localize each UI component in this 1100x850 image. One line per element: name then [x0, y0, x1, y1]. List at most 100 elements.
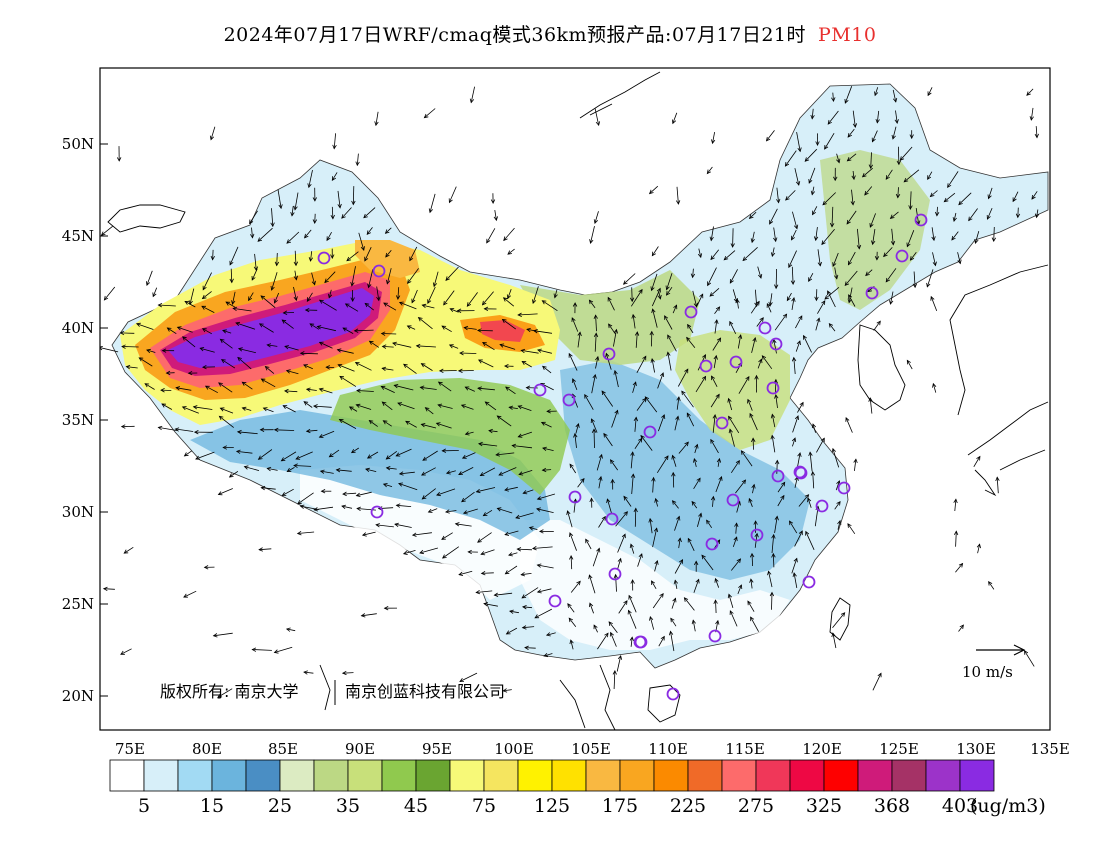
wind-arrowhead	[686, 412, 691, 418]
wind-arrowhead	[567, 603, 572, 608]
wind-arrow	[831, 206, 834, 227]
wind-arrow	[672, 472, 675, 488]
wind-arrow	[672, 112, 678, 124]
wind-arrow	[385, 249, 392, 258]
wind-arrowhead	[259, 427, 265, 432]
wind-arrowhead	[533, 329, 538, 334]
wind-arrow	[403, 363, 417, 374]
lat-tick-25: 25N	[62, 595, 94, 613]
wind-arrowhead	[443, 300, 448, 306]
wind-arrow	[658, 414, 665, 432]
wind-arrowhead	[525, 385, 531, 390]
wind-arrowhead	[403, 363, 408, 368]
wind-arrowhead	[262, 407, 268, 412]
wind-arrow	[803, 335, 812, 353]
wind-arrowhead	[608, 621, 613, 626]
wind-arrowhead	[808, 178, 813, 184]
wind-arrow	[242, 381, 253, 390]
wind-arrow	[508, 552, 518, 556]
station-marker	[370, 505, 384, 519]
wind-arrowhead	[609, 631, 614, 637]
wind-arrowhead	[458, 471, 463, 476]
wind-arrow	[466, 292, 478, 307]
wind-arrowhead	[270, 222, 275, 228]
wind-arrowhead	[630, 473, 636, 479]
wind-arrow	[365, 468, 377, 472]
wind-arrow	[386, 268, 392, 284]
wind-arrowhead	[464, 386, 470, 391]
wind-arrowhead	[331, 176, 337, 181]
wind-arrowhead	[871, 240, 876, 246]
wind-arrowhead	[361, 532, 367, 537]
wind-arrow	[425, 407, 434, 415]
wind-arrow	[382, 401, 393, 411]
wind-arrow	[306, 388, 317, 391]
wind-arrowhead	[248, 296, 253, 302]
wind-arrow	[362, 531, 376, 536]
wind-arrowhead	[332, 144, 337, 150]
wind-arrow	[584, 394, 594, 410]
wind-arrow	[847, 523, 856, 535]
wind-arrowhead	[138, 357, 144, 362]
wind-arrow	[202, 272, 212, 290]
wind-arrowhead	[926, 282, 931, 288]
wind-arrowhead	[844, 98, 849, 104]
wind-arrow	[303, 671, 314, 674]
wind-arrowhead	[284, 345, 289, 350]
wind-arrow	[573, 499, 576, 513]
wind-arrow	[728, 416, 740, 434]
station-marker	[895, 249, 909, 263]
wind-arrow	[465, 386, 475, 392]
wind-arrowhead	[790, 280, 796, 285]
wind-arrowhead	[536, 563, 542, 568]
wind-arrowhead	[776, 198, 781, 204]
wind-arrow	[462, 452, 476, 459]
wind-arrow	[869, 397, 873, 414]
wind-arrow	[834, 501, 841, 510]
wind-arrowhead	[486, 238, 491, 244]
wind-arrow	[167, 327, 177, 335]
wind-arrowhead	[260, 378, 266, 383]
wind-arrowhead	[767, 570, 772, 576]
wind-arrow	[692, 620, 696, 632]
wind-arrow	[136, 323, 154, 330]
wind-arrowhead	[478, 441, 483, 447]
wind-arrowhead	[504, 363, 509, 369]
wind-arrow	[691, 501, 698, 509]
wind-arrowhead	[355, 403, 361, 408]
wind-arrow	[403, 550, 416, 555]
wind-arrow	[785, 150, 797, 167]
wind-arrow	[542, 447, 554, 451]
wind-arrowhead	[784, 161, 790, 167]
wind-arrow	[698, 248, 702, 258]
wind-arrow	[1024, 650, 1035, 667]
wind-arrow	[898, 146, 900, 165]
wind-arrow	[518, 405, 532, 411]
wind-arrowhead	[684, 441, 689, 447]
wind-arrowhead	[477, 538, 482, 543]
wind-arrow	[635, 331, 638, 348]
wind-arrow	[496, 452, 515, 456]
wind-arrowhead	[850, 200, 855, 206]
wind-arrow	[816, 438, 825, 453]
wind-arrowhead	[612, 670, 617, 675]
wind-arrow	[773, 339, 777, 354]
wind-arrowhead	[281, 319, 287, 324]
wind-arrow	[200, 347, 215, 353]
wind-arrowhead	[553, 293, 558, 299]
wind-arrowhead	[753, 520, 758, 525]
wind-arrowhead	[229, 278, 234, 284]
wind-arrow	[640, 435, 653, 451]
wind-arrowhead	[448, 344, 454, 349]
colorbar-tick-label: 225	[670, 795, 706, 817]
wind-arrowhead	[1034, 133, 1039, 139]
wind-arrowhead	[382, 483, 388, 488]
station-marker	[602, 347, 616, 361]
wind-arrow	[827, 290, 836, 308]
wind-arrowhead	[384, 229, 390, 234]
wind-arrowhead	[184, 300, 190, 305]
wind-arrow	[729, 610, 738, 627]
station-marker	[684, 305, 698, 319]
wind-arrowhead	[667, 334, 672, 340]
